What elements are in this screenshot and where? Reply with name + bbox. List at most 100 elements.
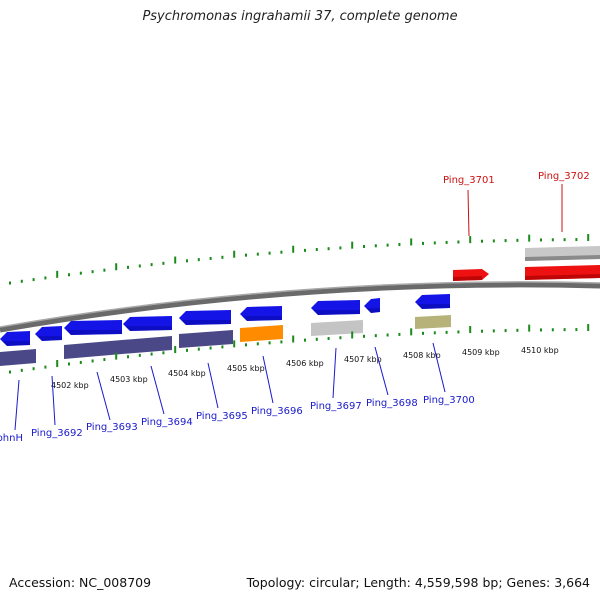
- gene-arrow: [179, 310, 231, 325]
- scale-tick: [127, 265, 129, 269]
- kbp-label: 4508 kbp: [403, 351, 441, 360]
- scale-tick: [433, 241, 436, 245]
- scale-tick: [386, 243, 389, 247]
- gene-arrow-shadow: [366, 308, 380, 313]
- scale-tick: [32, 367, 35, 371]
- scale-tick: [292, 245, 295, 253]
- scale-tick: [221, 345, 224, 349]
- scale-tick: [504, 329, 507, 333]
- scale-tick: [410, 328, 413, 336]
- scale-tick: [103, 268, 106, 272]
- scale-tick: [422, 241, 424, 245]
- gene-arrow-shadow: [313, 310, 360, 315]
- kbp-label: 4509 kbp: [462, 348, 500, 357]
- scale-tick: [44, 276, 47, 280]
- scale-tick: [469, 326, 472, 334]
- gene-ping-3702-grey: [525, 246, 600, 261]
- gene-arrow-shadow: [37, 336, 62, 341]
- scale-tick: [563, 238, 566, 242]
- gene-label: Ping_3695: [196, 411, 248, 422]
- scale-tick: [280, 250, 283, 254]
- gene-arrow: [311, 300, 360, 315]
- scale-tick: [209, 256, 212, 260]
- scale-tick: [186, 259, 188, 263]
- scale-tick: [245, 343, 247, 347]
- lower-cds-track: [0, 315, 451, 366]
- kbp-label: 4504 kbp: [168, 369, 206, 378]
- scale-tick: [233, 340, 236, 348]
- scale-tick: [197, 347, 200, 351]
- genome-backbone: [0, 281, 600, 333]
- topology-text: Topology: circular; Length: 4,559,598 bp…: [246, 575, 590, 590]
- scale-tick: [445, 240, 448, 244]
- gene-label: Ping_3696: [251, 406, 303, 417]
- scale-tick: [138, 264, 141, 268]
- scale-tick: [457, 240, 460, 244]
- scale-tick: [304, 338, 306, 342]
- scale-tick: [587, 234, 590, 242]
- gene-label-leaders-bottom: [14, 342, 446, 431]
- scale-tick: [433, 331, 436, 335]
- gene-label: Ping_3702: [538, 171, 590, 182]
- scale-tick: [410, 238, 413, 246]
- scale-tick: [79, 360, 82, 364]
- scale-tick: [374, 334, 377, 338]
- outer-tick-track: [9, 234, 590, 285]
- lower-arrow-track: [0, 294, 450, 346]
- gene-arrow-shadow: [66, 330, 122, 335]
- gene-label-leaders-top: [467, 184, 563, 237]
- gene-label: Ping_3693: [86, 422, 138, 433]
- scale-tick: [292, 335, 295, 343]
- scale-tick: [221, 255, 224, 259]
- gene-arrow-shadow: [2, 341, 30, 346]
- kbp-label: 4502 kbp: [51, 381, 89, 390]
- gene-arrow: [240, 306, 282, 321]
- gene-arrow: [123, 316, 172, 331]
- gene-arrow: [64, 320, 122, 335]
- scale-tick: [56, 270, 59, 278]
- gene-label: Ping_3692: [31, 428, 83, 439]
- scale-tick: [398, 332, 401, 336]
- scale-tick: [162, 351, 165, 355]
- inner-tick-track: [9, 324, 590, 374]
- scale-tick: [339, 246, 342, 250]
- scale-tick: [327, 247, 330, 251]
- scale-tick: [551, 328, 554, 332]
- gene-arrow-shadow: [242, 316, 282, 321]
- kbp-label: 4506 kbp: [286, 359, 324, 368]
- scale-tick: [280, 340, 283, 344]
- kbp-label: 4503 kbp: [110, 375, 148, 384]
- kbp-label: 4507 kbp: [344, 355, 382, 364]
- scale-tick: [492, 329, 495, 333]
- scale-tick: [327, 337, 330, 341]
- scale-tick: [68, 273, 70, 277]
- scale-tick: [363, 244, 365, 248]
- scale-tick: [56, 360, 59, 368]
- gene-arrow: [415, 294, 450, 309]
- scale-tick: [174, 256, 177, 264]
- scale-tick: [197, 258, 200, 262]
- scale-tick: [127, 355, 129, 359]
- gene-arrow: [35, 326, 62, 341]
- scale-tick: [91, 359, 94, 363]
- scale-tick: [162, 261, 165, 265]
- scale-tick: [374, 244, 377, 248]
- scale-tick: [339, 336, 342, 340]
- gene-label: Ping_3700: [423, 395, 475, 406]
- scale-tick: [540, 238, 542, 242]
- scale-tick: [516, 238, 519, 242]
- kbp-scale-labels: 4502 kbp 4503 kbp 4504 kbp 4505 kbp 4506…: [51, 346, 559, 390]
- scale-tick: [115, 263, 118, 271]
- scale-tick: [457, 330, 460, 334]
- scale-tick: [32, 278, 35, 282]
- scale-tick: [422, 331, 424, 335]
- kbp-label: 4510 kbp: [521, 346, 559, 355]
- scale-tick: [469, 236, 472, 244]
- scale-tick: [551, 238, 554, 242]
- scale-tick: [504, 239, 507, 243]
- accession-text: Accession: NC_008709: [9, 575, 152, 590]
- scale-tick: [91, 270, 94, 274]
